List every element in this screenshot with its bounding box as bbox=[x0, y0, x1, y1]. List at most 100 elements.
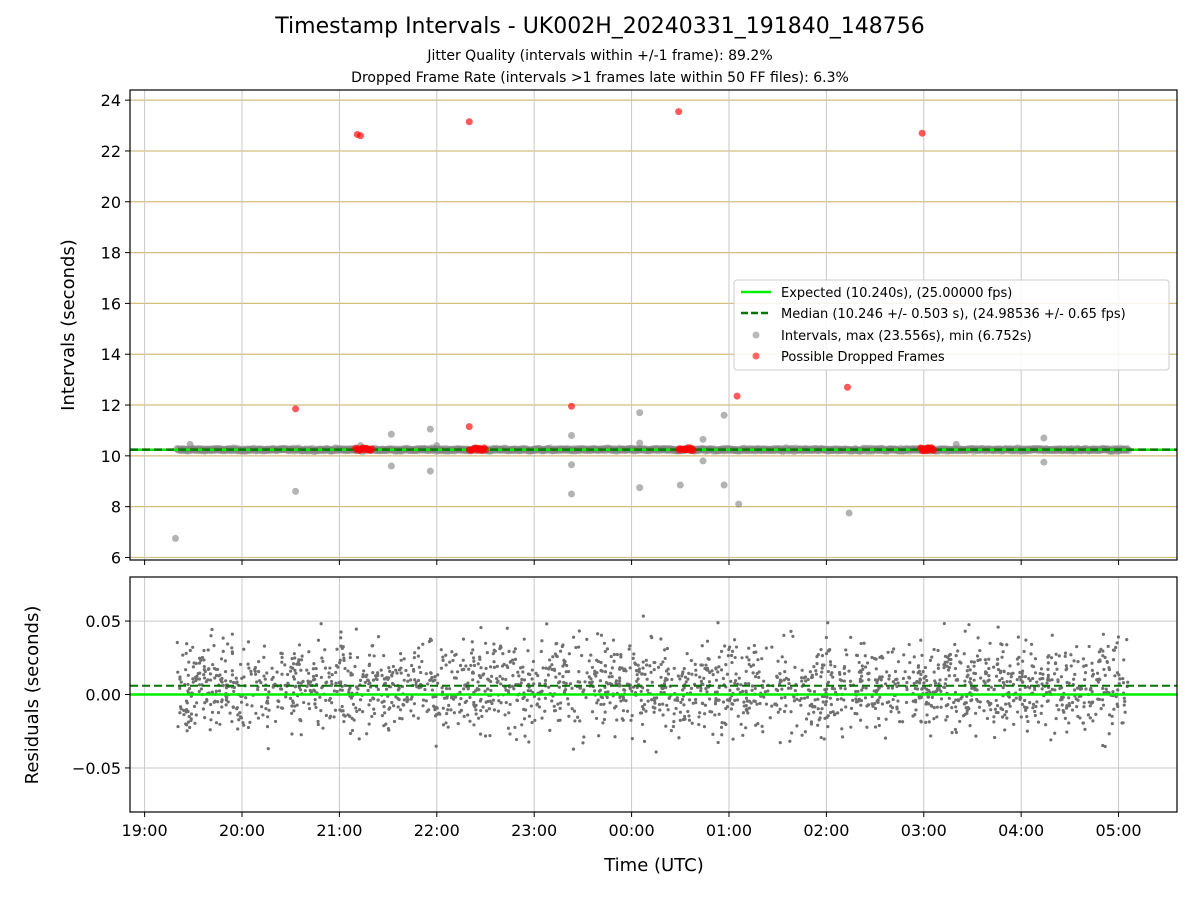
residual-point bbox=[755, 702, 759, 706]
dropped-frame-point bbox=[930, 446, 938, 454]
residual-point bbox=[1087, 700, 1091, 704]
residual-point bbox=[472, 700, 476, 705]
residual-point bbox=[266, 695, 270, 700]
residual-point bbox=[807, 712, 811, 716]
residual-point bbox=[694, 700, 698, 705]
residual-point bbox=[414, 680, 418, 684]
residual-point bbox=[419, 670, 423, 675]
residual-point bbox=[433, 678, 437, 682]
residual-point bbox=[1024, 638, 1028, 642]
residual-point bbox=[860, 679, 864, 683]
residual-point bbox=[887, 674, 891, 678]
residual-point bbox=[566, 697, 570, 701]
residual-point bbox=[1073, 672, 1077, 677]
residual-point bbox=[551, 655, 555, 659]
residual-point bbox=[965, 675, 969, 679]
residual-point bbox=[944, 718, 948, 722]
residual-point bbox=[437, 711, 441, 715]
residual-point bbox=[919, 638, 923, 642]
residual-point bbox=[265, 725, 270, 729]
residual-point bbox=[324, 680, 329, 684]
residual-point bbox=[209, 718, 213, 722]
y-tick-label: 0.05 bbox=[85, 612, 121, 631]
residual-point bbox=[1117, 673, 1121, 677]
residual-point bbox=[388, 669, 392, 673]
residual-point bbox=[965, 669, 969, 673]
residual-point bbox=[902, 653, 906, 657]
residual-point bbox=[635, 669, 639, 673]
residual-point bbox=[1047, 690, 1052, 694]
residual-point bbox=[737, 676, 741, 680]
residual-point bbox=[211, 662, 215, 667]
residual-point bbox=[776, 710, 780, 714]
residual-point bbox=[640, 672, 644, 676]
residual-point bbox=[290, 657, 294, 661]
residual-point bbox=[659, 675, 663, 679]
residual-point bbox=[338, 708, 342, 712]
residual-point bbox=[513, 725, 517, 729]
y-tick-label: 12 bbox=[101, 396, 121, 415]
residual-point bbox=[208, 678, 213, 682]
residual-point bbox=[922, 681, 926, 685]
residual-point bbox=[1049, 738, 1053, 742]
residual-point bbox=[725, 698, 730, 702]
residual-point bbox=[1059, 686, 1064, 690]
residual-point bbox=[1103, 673, 1107, 677]
residual-point bbox=[1022, 705, 1027, 709]
residual-point bbox=[386, 726, 391, 731]
residual-point bbox=[561, 643, 565, 647]
residual-point bbox=[970, 698, 974, 702]
residual-point bbox=[694, 697, 698, 702]
residual-point bbox=[558, 649, 563, 653]
residual-point bbox=[472, 659, 476, 663]
residual-point bbox=[201, 707, 205, 711]
residual-point bbox=[640, 722, 645, 727]
residual-point bbox=[316, 719, 320, 724]
residual-point bbox=[580, 653, 584, 658]
residual-point bbox=[187, 714, 191, 719]
residual-point bbox=[224, 679, 228, 683]
y-tick-label: 0.00 bbox=[85, 686, 121, 705]
residual-point bbox=[1094, 712, 1098, 716]
residual-point bbox=[543, 678, 548, 683]
residual-point bbox=[925, 687, 929, 691]
residual-point bbox=[870, 702, 874, 706]
residual-point bbox=[202, 667, 206, 672]
residual-point bbox=[230, 669, 234, 673]
residual-point bbox=[1005, 716, 1009, 720]
residual-point bbox=[307, 671, 311, 675]
residual-point bbox=[181, 653, 185, 657]
residual-point bbox=[778, 741, 782, 745]
residual-point bbox=[453, 653, 457, 657]
residual-point bbox=[382, 677, 387, 681]
residual-point bbox=[451, 658, 455, 663]
residual-point bbox=[661, 713, 665, 717]
residual-point bbox=[747, 681, 751, 686]
residual-point bbox=[974, 734, 978, 738]
residual-point bbox=[1006, 672, 1010, 676]
residual-point bbox=[262, 644, 267, 648]
residual-point bbox=[1102, 667, 1106, 672]
residual-point bbox=[799, 676, 804, 680]
residual-point bbox=[197, 677, 202, 681]
residual-point bbox=[800, 733, 804, 737]
residual-point bbox=[470, 640, 474, 644]
residual-point bbox=[784, 704, 788, 708]
residual-point bbox=[1005, 679, 1009, 684]
residual-point bbox=[677, 736, 681, 740]
residual-point bbox=[1033, 713, 1037, 718]
residual-point bbox=[1007, 702, 1011, 706]
residual-point bbox=[444, 663, 448, 667]
residual-point bbox=[982, 709, 986, 713]
residual-point bbox=[659, 662, 663, 667]
residual-point bbox=[1097, 697, 1102, 701]
residual-point bbox=[865, 725, 869, 729]
residual-point bbox=[479, 666, 483, 670]
residual-point bbox=[617, 684, 621, 688]
residual-point bbox=[510, 684, 514, 688]
residual-point bbox=[481, 705, 485, 709]
residual-point bbox=[424, 699, 428, 703]
residual-point bbox=[1070, 700, 1075, 705]
residual-point bbox=[186, 720, 191, 724]
